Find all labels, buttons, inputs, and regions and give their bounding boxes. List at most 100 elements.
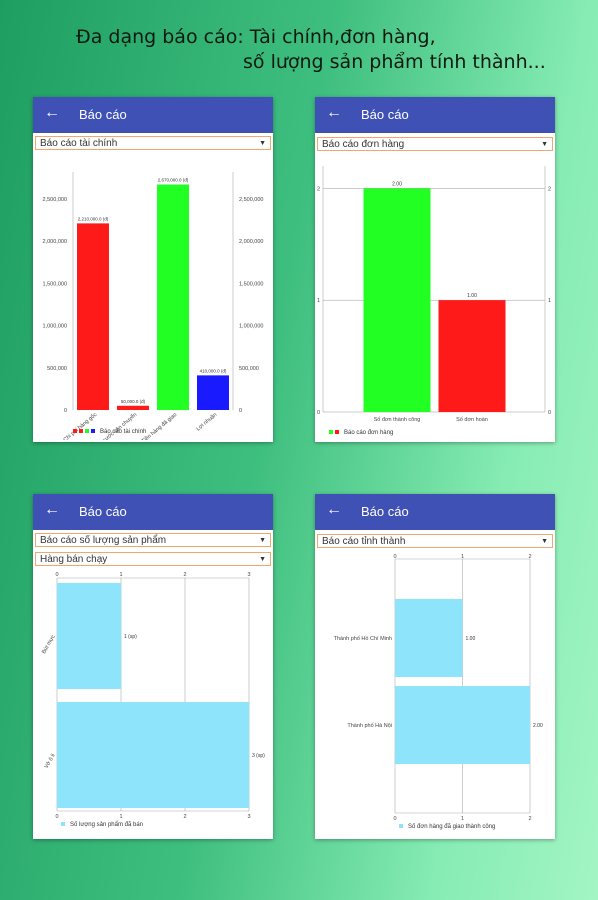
back-arrow-icon[interactable]: ← — [326, 104, 342, 121]
x-tick-label-top: 2 — [183, 572, 186, 578]
x-tick-label-top: 2 — [528, 554, 531, 560]
y-tick-label-right: 500,000 — [239, 366, 259, 372]
legend-label: Báo cáo đơn hàng — [344, 430, 393, 436]
dropdown-arrow-icon: ▼ — [259, 556, 266, 563]
screen-financial-report: ← Báo cáo Báo cáo tài chính ▼ 0 0 500,000 5… — [33, 97, 273, 442]
y-tick-label-right: 0 — [239, 408, 242, 414]
x-tick-label-bottom: 1 — [119, 814, 122, 820]
dropdown-value: Báo cáo đơn hàng — [322, 139, 405, 150]
x-tick-label-top: 1 — [119, 572, 122, 578]
bar — [57, 702, 249, 808]
dropdown-arrow-icon: ▼ — [541, 141, 548, 148]
y-tick-label-right: 2,500,000 — [239, 197, 263, 203]
bar — [438, 300, 506, 412]
y-tick-label-left: 0 — [64, 408, 67, 414]
app-bar: ← Báo cáo — [33, 494, 273, 530]
dropdown-value: Báo cáo tài chính — [40, 138, 118, 149]
back-arrow-icon[interactable]: ← — [44, 501, 60, 518]
x-tick-label: Số đơn hoàn — [456, 417, 488, 423]
bar — [157, 184, 189, 410]
app-title: Báo cáo — [361, 107, 409, 122]
bar — [395, 686, 530, 764]
y-tick-label-right: 2,000,000 — [239, 239, 263, 245]
dropdown-value: Hàng bán chạy — [40, 554, 108, 565]
y-tick-label-right: 0 — [548, 410, 551, 416]
y-tick-label-left: 1,000,000 — [43, 324, 67, 330]
y-tick-label-left: 0 — [317, 410, 320, 416]
y-tick-label-left: 1 — [317, 298, 320, 304]
dropdown-arrow-icon: ▼ — [259, 537, 266, 544]
app-title: Báo cáo — [361, 504, 409, 519]
dropdown-value: Báo cáo số lượng sản phẩm — [40, 535, 167, 546]
app-bar: ← Báo cáo — [315, 494, 555, 530]
x-tick-label-bottom: 1 — [461, 816, 464, 822]
sort-dropdown[interactable]: Hàng bán chạy ▼ — [35, 552, 271, 566]
screen-province-report: ← Báo cáo Báo cáo tỉnh thành ▼ 0 0 1 1 2 2 1.0… — [315, 494, 555, 839]
report-type-dropdown[interactable]: Báo cáo đơn hàng ▼ — [317, 137, 553, 151]
y-tick-label: Thành phố Hồ Chí Minh — [334, 636, 392, 642]
x-tick-label-bottom: 3 — [247, 814, 250, 820]
legend-label: Báo cáo tài chính — [100, 429, 146, 435]
y-tick-label-right: 1,500,000 — [239, 281, 263, 287]
back-arrow-icon[interactable]: ← — [44, 104, 60, 121]
bar — [363, 188, 431, 412]
bar-value-label: 410,000.0 (đ) — [200, 368, 227, 373]
y-tick-label: Thành phố Hà Nội — [347, 723, 392, 729]
legend-swatch — [91, 429, 95, 433]
legend-swatch — [335, 430, 339, 434]
order-bar-chart: 0 0 1 1 2 2 2.00 Số đơn thành công 1.00 Số đơn ho… — [317, 166, 551, 436]
bar-value-label: 50,000.0 (đ) — [121, 399, 146, 404]
bar — [197, 375, 229, 410]
report-type-dropdown[interactable]: Báo cáo tỉnh thành ▼ — [317, 534, 553, 548]
y-tick-label: Vở ô li — [43, 753, 57, 770]
x-tick-label-bottom: 2 — [528, 816, 531, 822]
report-type-dropdown[interactable]: Báo cáo tài chính ▼ — [35, 136, 271, 150]
y-tick-label-left: 2,000,000 — [43, 239, 67, 245]
bar-value-label: 2.00 — [533, 723, 543, 729]
legend-swatch — [85, 429, 89, 433]
screen-order-report: ← Báo cáo Báo cáo đơn hàng ▼ 0 0 1 1 2 2 2.00 S… — [315, 97, 555, 442]
y-tick-label-right: 2 — [548, 186, 551, 192]
bar — [117, 405, 149, 410]
bar — [77, 223, 109, 410]
x-tick-label-top: 0 — [393, 554, 396, 560]
app-bar: ← Báo cáo — [33, 97, 273, 133]
x-tick-label: Số đơn thành công — [374, 417, 421, 423]
app-title: Báo cáo — [79, 504, 127, 519]
bar-value-label: 2.00 — [392, 181, 402, 187]
bar-value-label: 3 (sp) — [252, 753, 265, 759]
legend-swatch — [73, 429, 77, 433]
x-tick-label-bottom: 0 — [55, 814, 58, 820]
legend-swatch — [79, 429, 83, 433]
y-tick-label-left: 1,500,000 — [43, 281, 67, 287]
x-tick-label-top: 3 — [247, 572, 250, 578]
legend-label: Số đơn hàng đã giao thành công — [408, 824, 495, 830]
x-tick-label-top: 1 — [461, 554, 464, 560]
headline: Đa dạng báo cáo: Tài chính,đơn hàng, số … — [0, 0, 598, 80]
y-tick-label-left: 2 — [317, 186, 320, 192]
report-type-dropdown[interactable]: Báo cáo số lượng sản phẩm ▼ — [35, 533, 271, 547]
headline-line-2: số lượng sản phẩm tính thành... — [243, 51, 546, 73]
province-bar-chart: 0 0 1 1 2 2 1.00 Thành phố Hồ Chí Minh 2.00 Thành… — [334, 554, 543, 830]
dropdown-arrow-icon: ▼ — [541, 538, 548, 545]
app-title: Báo cáo — [79, 107, 127, 122]
product-bar-chart: 0 0 1 1 2 2 3 3 1 (sp) Bút mực 3 (sp) Vở ô li Số lượ… — [41, 572, 265, 828]
x-tick-label: Tiền hàng đã giao — [141, 412, 178, 440]
y-tick-label-left: 2,500,000 — [43, 197, 67, 203]
bar — [57, 583, 121, 689]
x-tick-label: Chi phí hàng gốc — [63, 412, 99, 440]
bar-value-label: 1 (sp) — [124, 634, 137, 640]
y-tick-label-right: 1,000,000 — [239, 324, 263, 330]
bar-value-label: 2,670,000.0 (đ) — [158, 178, 189, 183]
screen-product-report: ← Báo cáo Báo cáo số lượng sản phẩm ▼ Hà… — [33, 494, 273, 839]
legend-swatch — [329, 430, 333, 434]
y-tick-label: Bút mực — [41, 634, 57, 655]
back-arrow-icon[interactable]: ← — [326, 501, 342, 518]
legend-swatch — [399, 824, 403, 828]
dropdown-arrow-icon: ▼ — [259, 140, 266, 147]
x-tick-label: Lợi nhuận — [195, 412, 218, 432]
x-tick-label-bottom: 0 — [393, 816, 396, 822]
x-tick-label-bottom: 2 — [183, 814, 186, 820]
legend-label: Số lượng sản phẩm đã bán — [70, 821, 143, 828]
y-tick-label-left: 500,000 — [47, 366, 67, 372]
